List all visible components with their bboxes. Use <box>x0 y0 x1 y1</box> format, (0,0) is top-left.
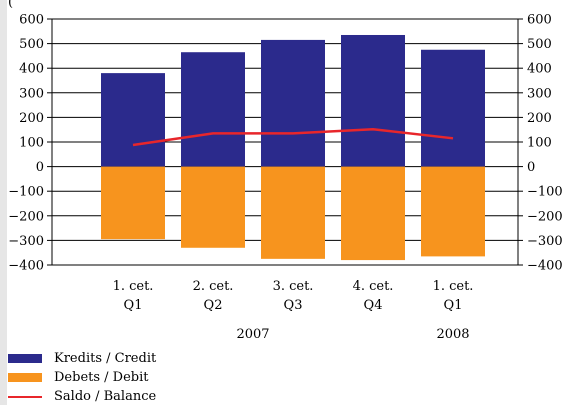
top-label: ( <box>8 0 13 10</box>
credit-bar-1 <box>181 52 245 166</box>
y-tick-right-4: 200 <box>527 111 552 126</box>
x-axis-years: 2007 2008 <box>236 327 469 342</box>
x-category-line2-3: Q4 <box>364 298 383 313</box>
x-category-line2-1: Q2 <box>204 298 223 313</box>
y-tick-left-2: 400 <box>19 62 44 77</box>
y-tick-right-3: 300 <box>527 86 552 101</box>
x-category-line1-3: 4. cet. <box>353 279 394 294</box>
x-group-label-0: 2007 <box>236 327 269 342</box>
legend: Kredits / Credit Debets / Debit Saldo / … <box>8 349 156 406</box>
x-category-line2-0: Q1 <box>124 298 143 313</box>
legend-item-credit: Kredits / Credit <box>8 349 156 368</box>
legend-swatch-debit <box>8 373 42 382</box>
y-tick-right-9: −300 <box>527 234 563 249</box>
legend-item-debit: Debets / Debit <box>8 368 156 387</box>
y-axis-left: 600 500 400 300 200 100 0 −100 −200 −300 −400 <box>8 13 52 274</box>
y-tick-right-2: 400 <box>527 62 552 77</box>
x-category-line1-1: 2. cet. <box>193 279 234 294</box>
y-tick-left-1: 500 <box>19 37 44 52</box>
legend-swatch-balance <box>8 396 42 398</box>
credit-bar-3 <box>341 35 405 167</box>
debit-bar-3 <box>341 167 405 260</box>
y-tick-right-10: −400 <box>527 259 563 274</box>
y-tick-right-6: 0 <box>527 160 535 175</box>
y-tick-right-7: −100 <box>527 185 563 200</box>
y-tick-left-0: 600 <box>19 13 44 28</box>
legend-label-balance: Saldo / Balance <box>54 389 156 404</box>
credit-bar-2 <box>261 40 325 167</box>
y-tick-left-5: 100 <box>19 136 44 151</box>
y-tick-right-1: 500 <box>527 37 552 52</box>
debit-bar-0 <box>101 167 165 240</box>
y-tick-left-6: 0 <box>36 160 44 175</box>
x-axis-categories: 1. cet. Q1 2. cet. Q2 3. cet. Q3 4. cet. Q4 1. c… <box>113 279 474 313</box>
legend-label-debit: Debets / Debit <box>54 370 149 385</box>
y-tick-left-8: −200 <box>8 209 44 224</box>
x-group-label-1: 2008 <box>436 327 469 342</box>
bars <box>101 35 485 260</box>
legend-item-balance: Saldo / Balance <box>8 387 156 406</box>
y-tick-left-3: 300 <box>19 86 44 101</box>
y-tick-left-4: 200 <box>19 111 44 126</box>
x-category-line1-4: 1. cet. <box>433 279 474 294</box>
credit-bar-4 <box>421 50 485 167</box>
legend-label-credit: Kredits / Credit <box>54 351 156 366</box>
y-tick-left-10: −400 <box>8 259 44 274</box>
debit-bar-2 <box>261 167 325 259</box>
x-category-line1-2: 3. cet. <box>273 279 314 294</box>
debit-bar-4 <box>421 167 485 257</box>
debit-bar-1 <box>181 167 245 248</box>
x-category-line2-2: Q3 <box>284 298 303 313</box>
y-axis-right: 600 500 400 300 200 100 0 −100 −200 −300 −400 <box>518 13 563 274</box>
legend-swatch-credit <box>8 354 42 363</box>
x-category-line1-0: 1. cet. <box>113 279 154 294</box>
y-tick-right-0: 600 <box>527 13 552 28</box>
chart: ( 600 500 400 300 200 100 0 −100 −200 −300 −400 60… <box>0 0 574 345</box>
y-tick-right-8: −200 <box>527 209 563 224</box>
y-tick-right-5: 100 <box>527 136 552 151</box>
y-tick-left-9: −300 <box>8 234 44 249</box>
y-tick-left-7: −100 <box>8 185 44 200</box>
credit-bar-0 <box>101 73 165 166</box>
x-category-line2-4: Q1 <box>444 298 463 313</box>
